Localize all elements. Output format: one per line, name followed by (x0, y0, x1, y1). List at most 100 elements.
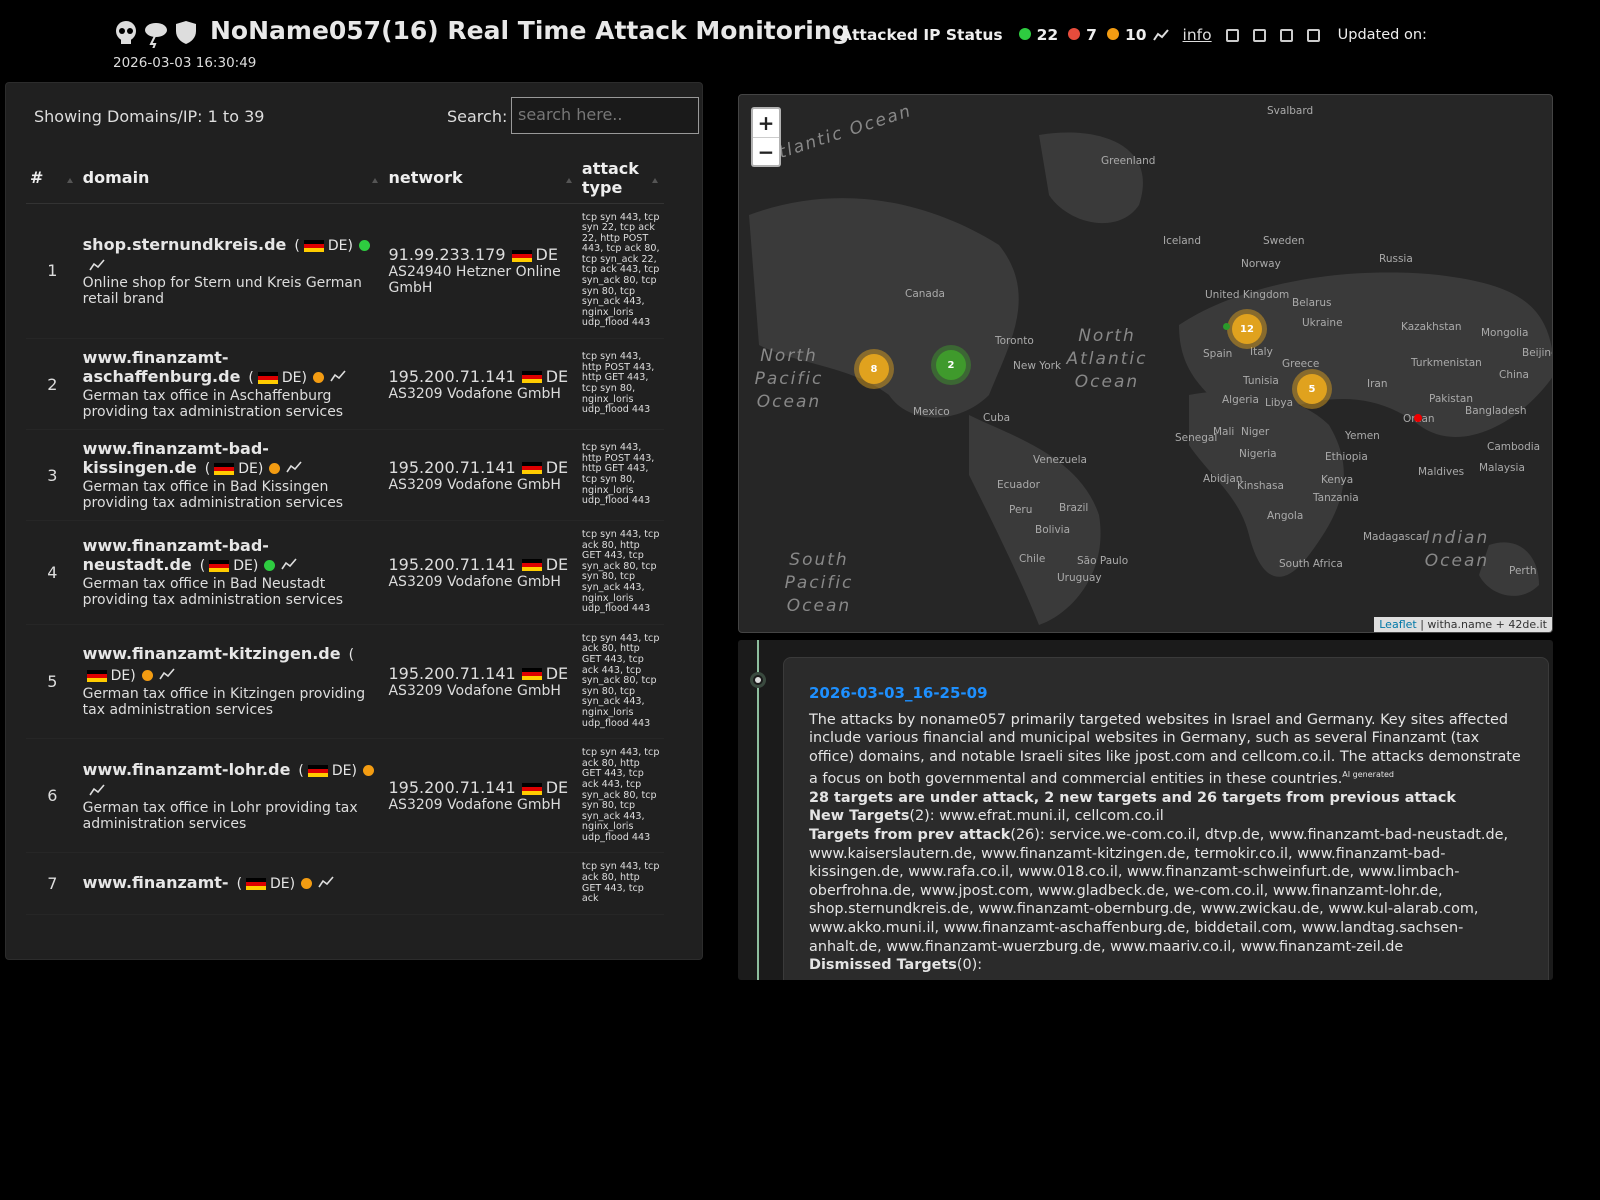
flag (86, 670, 107, 683)
rss-icon[interactable] (1306, 28, 1320, 42)
attack-type: tcp syn 443, http POST 443, http GET 443… (577, 429, 664, 522)
ip-line: 195.200.71.141 DE (388, 664, 573, 683)
network-cell (384, 852, 578, 915)
chart-icon[interactable] (159, 668, 175, 680)
description: German tax office in Lohr providing tax … (82, 799, 358, 832)
place-label: Turkmenistan (1411, 357, 1482, 369)
sort-icon (652, 171, 658, 183)
attack-type: tcp syn 443, http POST 443, http GET 443… (577, 338, 664, 431)
domain-cell: www.finanzamt-bad-neustadt.deDEGerman ta… (78, 520, 385, 625)
flag (214, 463, 235, 476)
place-label: Mexico (913, 406, 950, 418)
domain[interactable]: www.finanzamt-kitzingen.de (82, 644, 341, 664)
prev-targets: Targets from prev attack(26): service.we… (809, 826, 1523, 956)
description: German tax office in Aschaffenburg provi… (82, 388, 344, 421)
social-icon[interactable] (1279, 28, 1293, 42)
place-label: Ethiopia (1325, 451, 1368, 463)
domain[interactable]: www.finanzamt- (82, 873, 229, 893)
country-code: DE (331, 762, 352, 779)
ocean-label: North Atlantic Ocean (1066, 326, 1148, 392)
domain[interactable]: shop.sternundkreis.de (82, 234, 287, 254)
cluster[interactable]: 5 (1297, 374, 1327, 404)
chart-icon[interactable] (88, 259, 105, 271)
domain-cell: shop.sternundkreis.de DE Online shop for S… (78, 203, 385, 340)
social-icon[interactable] (1225, 28, 1239, 42)
place-label: Ecuador (997, 479, 1040, 491)
place-label: Iceland (1163, 235, 1202, 247)
search-label: Search: (447, 107, 508, 126)
sort-icon (565, 171, 572, 183)
row-number: 1 (26, 203, 79, 340)
domain[interactable]: www.finanzamt-lohr.de (82, 759, 291, 779)
social-icon[interactable] (1252, 28, 1266, 42)
place-label: Algeria (1222, 394, 1259, 406)
status-dot (1068, 28, 1081, 40)
chart-icon[interactable] (281, 558, 297, 570)
place-label: Tanzania (1313, 492, 1359, 504)
cluster[interactable]: 8 (859, 354, 889, 384)
zoom-out[interactable]: − (757, 140, 775, 164)
search-input[interactable]: search here.. (511, 97, 699, 134)
ip-line: 195.200.71.141 DE (388, 778, 573, 797)
domain[interactable]: www.finanzamt-bad-kissingen.de (82, 439, 269, 478)
asn: AS3209 Vodafone GmbH (388, 573, 561, 590)
column-header[interactable]: network (384, 153, 578, 204)
column-header[interactable]: # (26, 153, 79, 204)
place-label: Mongolia (1481, 327, 1529, 339)
place-label: Toronto (995, 335, 1034, 347)
cluster[interactable]: 2 (936, 350, 966, 380)
domain-line: www.finanzamt- DE (83, 873, 381, 894)
status-count: 10 (1124, 26, 1147, 44)
row-number: 4 (26, 520, 79, 625)
domain-line: www.finanzamt-lohr.de DE (83, 760, 381, 800)
place-label: São Paulo (1077, 555, 1129, 567)
dismissed-list: (0): (956, 957, 983, 974)
map-marker (1414, 414, 1422, 422)
row-number: 7 (26, 852, 79, 915)
chart-icon[interactable] (318, 876, 334, 888)
column-header[interactable]: domain (78, 153, 385, 204)
ip-line: 91.99.233.179 DE (388, 245, 573, 264)
updated-label: Updated on: (1337, 27, 1427, 43)
timeline-date[interactable]: 2026-03-03_16-25-09 (809, 684, 988, 702)
country-code: DE (233, 558, 253, 575)
place-label: South Africa (1279, 558, 1343, 570)
place-label: Chile (1019, 553, 1046, 565)
domain-cell: www.finanzamt-bad-kissingen.deDEGerman t… (78, 429, 385, 522)
place-label: Ukraine (1302, 317, 1343, 329)
ai-note: AI generated (1342, 770, 1394, 780)
info-link[interactable]: info (1182, 26, 1212, 44)
cluster[interactable]: 12 (1232, 314, 1262, 344)
network-cell: 195.200.71.141 DE AS3209 Vodafone GmbH (384, 520, 578, 625)
flag (511, 249, 532, 262)
domain-country: DE (205, 461, 264, 477)
new-list: (2): www.efrat.muni.il, cellcom.co.il (909, 808, 1164, 825)
place-label: Cambodia (1487, 441, 1541, 453)
flag (521, 668, 542, 681)
zoom-in[interactable]: + (753, 109, 779, 138)
place-label: Spain (1203, 348, 1233, 360)
domain[interactable]: www.finanzamt-bad-neustadt.de (82, 536, 269, 575)
place-label: Angola (1267, 510, 1304, 522)
chart-icon[interactable] (330, 370, 346, 382)
asn: AS3209 Vodafone GmbH (388, 797, 561, 814)
chart-icon[interactable] (286, 461, 302, 473)
domain-line: www.finanzamt-bad-kissingen.deDE (83, 439, 381, 479)
domain-table: # domain network attack type 1 shop.sternundk… (26, 153, 664, 915)
ip-address: 195.200.71.141 (388, 778, 516, 798)
country-code: DE (327, 237, 348, 254)
chart-icon[interactable] (88, 784, 105, 796)
status-dot (363, 764, 374, 776)
place-label: Mali (1213, 426, 1235, 438)
domain[interactable]: www.finanzamt-aschaffenburg.de (82, 348, 241, 387)
leaflet-link[interactable]: Leaflet (1379, 618, 1417, 631)
country-code: DE (281, 370, 302, 387)
attack-type: tcp syn 443, tcp ack 80, http GET 443, t… (577, 852, 664, 915)
place-label: New York (1013, 360, 1062, 372)
dismissed-label: Dismissed Targets (809, 957, 957, 974)
column-header[interactable]: attack type (577, 153, 664, 204)
place-label: Greenland (1101, 155, 1156, 167)
status-dot (1018, 28, 1031, 40)
domain-country: DE (237, 876, 296, 892)
domain-country: DE (294, 238, 353, 254)
